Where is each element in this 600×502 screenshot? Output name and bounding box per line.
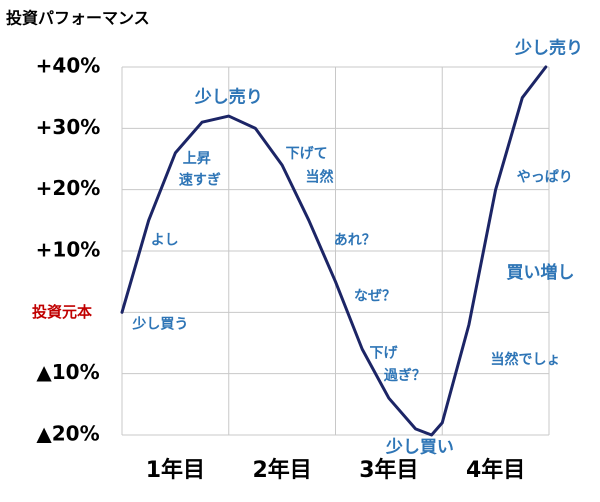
x-tick-label: 4年目: [466, 457, 525, 483]
annotation: 少し売り: [194, 87, 263, 108]
y-tick-label: ▲20%: [36, 422, 99, 446]
annotation: 速すぎ: [179, 171, 221, 188]
annotation: 少し買い: [385, 437, 454, 457]
y-tick-label: +30%: [36, 115, 101, 139]
annotation: 少し売り: [514, 38, 583, 59]
chart-title: 投資パフォーマンス: [6, 9, 150, 28]
y-tick-label: +20%: [36, 176, 101, 200]
x-tick-label: 1年目: [146, 457, 205, 483]
y-tick-label: +10%: [36, 238, 101, 262]
annotation: 下げて: [286, 146, 328, 162]
annotation: 下げ: [370, 345, 399, 361]
x-tick-label: 3年目: [359, 457, 418, 483]
y-tick-label: 投資元本: [32, 303, 92, 321]
y-tick-label: +40%: [36, 54, 101, 78]
line: [120, 65, 548, 437]
annotation: 過ぎ？: [383, 367, 426, 384]
annotation: 買い増し: [506, 262, 574, 283]
annotation: やっぱり: [517, 168, 573, 185]
y-tick-label: ▲10%: [36, 360, 99, 384]
annotation: 当然: [305, 168, 333, 185]
annotation: よし: [151, 233, 179, 249]
annotation: 当然でしょ: [491, 351, 561, 368]
annotation: あれ？: [334, 233, 376, 249]
annotation: 少し買う: [131, 316, 188, 333]
annotation: 上昇: [183, 151, 211, 167]
annotation: なぜ？: [354, 288, 396, 304]
x-tick-label: 2年目: [252, 457, 311, 483]
